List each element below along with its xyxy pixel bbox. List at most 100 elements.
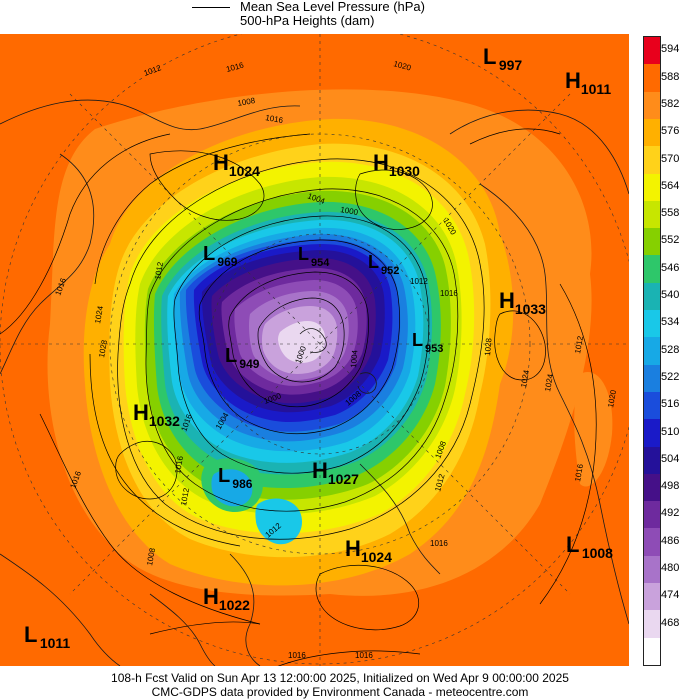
isobar bbox=[315, 564, 420, 631]
pressure-centre-letter: L bbox=[412, 330, 423, 350]
colorbar-tick-label: 576 bbox=[661, 125, 680, 138]
isobar bbox=[257, 297, 345, 383]
isobar-value-label: 1012 bbox=[573, 335, 585, 355]
pressure-centre-value: 1008 bbox=[582, 545, 613, 561]
colorbar-swatch bbox=[644, 118, 660, 147]
high-pressure-centre: H 1032 bbox=[133, 400, 180, 429]
colorbar-tick-label: 534 bbox=[661, 316, 680, 329]
coastline-asia bbox=[0, 99, 301, 375]
pressure-centre-value: 1011 bbox=[581, 81, 612, 97]
colorbar-tick-label: 540 bbox=[661, 289, 680, 302]
colorbar-swatch bbox=[644, 310, 660, 338]
pressure-centre-value: 1030 bbox=[389, 163, 420, 179]
isobar bbox=[173, 215, 430, 474]
pressure-centre-letter: H bbox=[312, 458, 328, 483]
pressure-centre-letter: H bbox=[499, 288, 515, 313]
low-pressure-centre: L 954 bbox=[298, 244, 330, 269]
pressure-centre-value: 986 bbox=[232, 477, 252, 491]
colorbar-tick-label: 510 bbox=[661, 425, 680, 438]
coastline-arctic-islands bbox=[299, 328, 377, 394]
isobar-value-label: 1012 bbox=[153, 261, 165, 281]
pressure-centre-value: 953 bbox=[425, 343, 443, 355]
high-pressure-centre: H 1024 bbox=[213, 150, 260, 179]
pressure-centre-letter: H bbox=[345, 536, 361, 561]
colorbar-swatch bbox=[644, 391, 660, 420]
isobar bbox=[117, 158, 485, 540]
isobar-value-label: 1008 bbox=[237, 96, 257, 108]
colorbar-tick-label: 480 bbox=[661, 562, 680, 575]
isobar bbox=[198, 239, 400, 435]
colorbar-swatch bbox=[644, 364, 660, 393]
isobar bbox=[149, 621, 421, 666]
colorbar-tick-label: 552 bbox=[661, 234, 680, 247]
colorbar-swatch bbox=[644, 337, 660, 366]
colorbar-tick-label: 498 bbox=[661, 480, 680, 493]
pressure-centre-letter: H bbox=[133, 400, 149, 425]
colorbar-swatch bbox=[644, 610, 660, 639]
colorbar-tick-label: 564 bbox=[661, 179, 680, 192]
colorbar-tick-label: 468 bbox=[661, 616, 680, 629]
weather-map-canvas: 1012 1016 1020 1016 1004 1000 1008 1012 1016 1024… bbox=[0, 34, 629, 666]
colorbar-tick-label: 528 bbox=[661, 343, 680, 356]
colorbar-tick-label: 516 bbox=[661, 398, 680, 411]
colorbar-swatch bbox=[644, 473, 660, 502]
mslp-legend-label: Mean Sea Level Pressure (hPa) bbox=[240, 0, 425, 14]
isobar-value-label: 1028 bbox=[483, 337, 494, 356]
pressure-centre-value: 1011 bbox=[40, 635, 71, 651]
map-legend: Mean Sea Level Pressure (hPa) 500-hPa He… bbox=[0, 0, 640, 34]
low-pressure-centre: L 952 bbox=[368, 252, 399, 277]
colorbar-tick-label: 588 bbox=[661, 70, 680, 83]
height-band-582-east bbox=[574, 372, 613, 487]
pressure-centre-letter: L bbox=[24, 622, 37, 647]
colorbar-swatch bbox=[644, 37, 660, 65]
low-pressure-centre: L 949 bbox=[225, 345, 260, 371]
height-band-blue-lobe bbox=[211, 469, 253, 507]
pressure-centre-value: 997 bbox=[499, 57, 523, 73]
isobar-value-label: 1024 bbox=[519, 369, 531, 389]
colorbar-tick-label: 558 bbox=[661, 207, 680, 220]
colorbar-swatch bbox=[644, 91, 660, 120]
coastline-greenland bbox=[359, 463, 441, 575]
pressure-centre-value: 954 bbox=[311, 257, 330, 269]
colorbar-tick-label: 492 bbox=[661, 507, 680, 520]
data-credit-caption: CMC-GDPS data provided by Environment Ca… bbox=[151, 685, 529, 699]
heights-legend-label: 500-hPa Heights (dam) bbox=[240, 13, 375, 28]
coastlines bbox=[0, 99, 629, 666]
colorbar-swatch bbox=[644, 146, 660, 174]
forecast-valid-caption: 108-h Fcst Valid on Sun Apr 13 12:00:00 … bbox=[111, 671, 569, 685]
high-pressure-centre: H 1030 bbox=[373, 150, 420, 179]
colorbar-tick-label: 522 bbox=[661, 370, 680, 383]
pressure-centre-value: 1033 bbox=[515, 301, 546, 317]
colorbar-swatch bbox=[644, 173, 660, 202]
low-pressure-centre: L 969 bbox=[203, 243, 238, 269]
isobar-value-label: 1016 bbox=[265, 113, 285, 125]
pressure-centre-letter: H bbox=[373, 150, 389, 175]
isobar bbox=[228, 271, 369, 408]
height-colorbar bbox=[643, 36, 661, 666]
isobar bbox=[145, 188, 459, 512]
isobar-value-label: 1016 bbox=[288, 651, 306, 660]
isobar bbox=[469, 128, 561, 381]
pressure-centre-letter: L bbox=[298, 244, 309, 264]
colorbar-tick-label: 582 bbox=[661, 97, 680, 110]
pressure-centre-letter: L bbox=[483, 44, 496, 69]
high-pressure-centre: H 1022 bbox=[203, 584, 250, 613]
pressure-centre-value: 1027 bbox=[328, 471, 359, 487]
colorbar-tick-label: 504 bbox=[661, 452, 680, 465]
colorbar-swatch bbox=[644, 64, 660, 93]
colorbar-swatch bbox=[644, 637, 660, 666]
coastline-north-america bbox=[449, 109, 629, 625]
isobar bbox=[115, 440, 178, 500]
pressure-centre-letter: L bbox=[368, 252, 379, 272]
high-pressure-centre: H 1033 bbox=[499, 288, 546, 317]
isobar-value-label: 1020 bbox=[606, 389, 618, 409]
low-pressure-centre: L 997 bbox=[483, 44, 522, 73]
pressure-centre-value: 952 bbox=[381, 265, 399, 277]
isobars bbox=[0, 128, 597, 666]
weather-map: 1012 1016 1020 1016 1004 1000 1008 1012 1016 1024… bbox=[0, 34, 629, 666]
colorbar-tick-label: 474 bbox=[661, 589, 680, 602]
isobar-labels: 1012 1016 1020 1016 1004 1000 1008 1012 1016 1024… bbox=[53, 59, 618, 660]
isobar-value-label: 1016 bbox=[440, 289, 458, 298]
colorbar-swatch bbox=[644, 501, 660, 529]
isobar-value-label: 1016 bbox=[355, 651, 373, 660]
